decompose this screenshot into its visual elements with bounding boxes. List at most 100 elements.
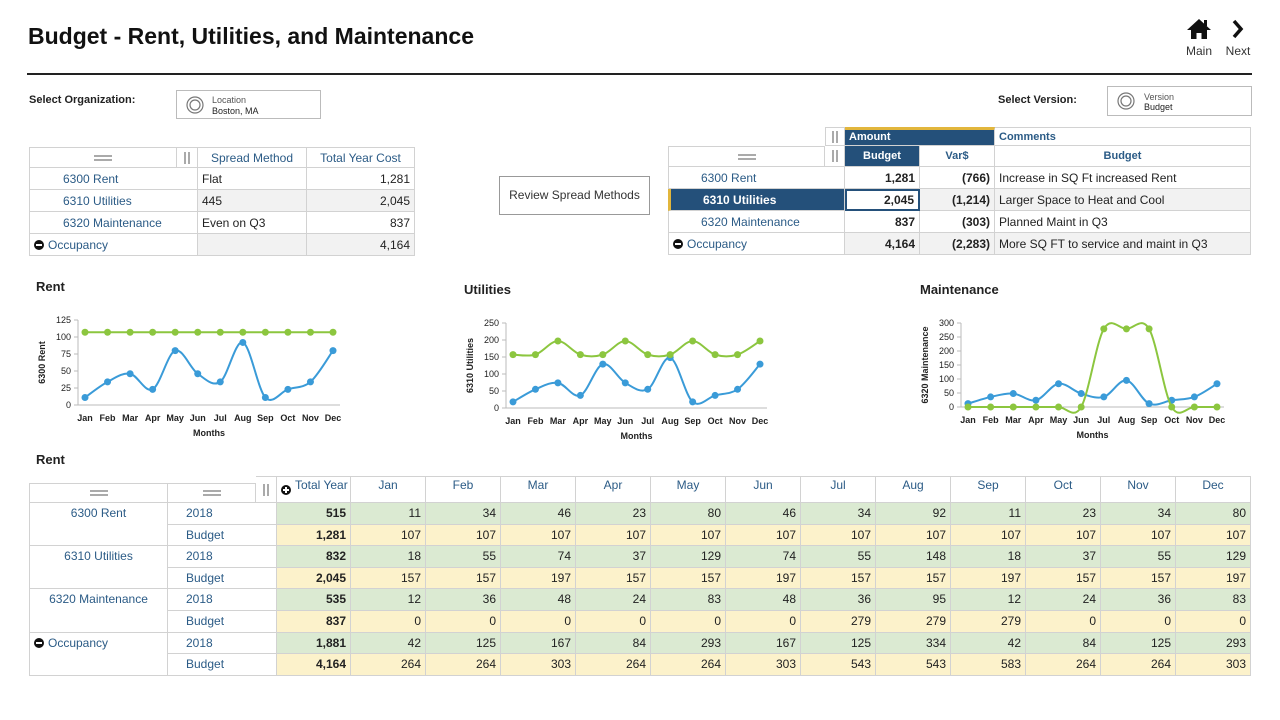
month-value[interactable]: 107 xyxy=(801,524,876,547)
budget-amount[interactable]: 1,281 xyxy=(845,167,920,189)
month-value[interactable]: 264 xyxy=(651,654,726,676)
month-value[interactable]: 48 xyxy=(501,589,576,611)
comment[interactable]: Increase in SQ Ft increased Rent xyxy=(995,167,1251,189)
month-value[interactable]: 36 xyxy=(801,589,876,611)
row-name[interactable]: 6300 Rent xyxy=(668,167,845,189)
month-value[interactable]: 303 xyxy=(1176,654,1251,676)
comment[interactable]: Larger Space to Heat and Cool xyxy=(995,189,1251,211)
version-picker[interactable]: Version Budget xyxy=(1107,86,1252,116)
collapse-icon[interactable] xyxy=(34,239,44,250)
month-value[interactable]: 24 xyxy=(576,589,651,611)
month-value[interactable]: 543 xyxy=(801,654,876,676)
month-value[interactable]: 0 xyxy=(426,611,501,633)
total-name[interactable]: Occupancy xyxy=(668,233,845,255)
month-value[interactable]: 42 xyxy=(351,632,426,655)
month-value[interactable]: 125 xyxy=(801,632,876,655)
budget-amount[interactable]: 837 xyxy=(845,211,920,233)
collapse-icon[interactable] xyxy=(673,238,683,249)
month-value[interactable]: 11 xyxy=(351,503,426,525)
month-value[interactable]: 107 xyxy=(651,524,726,547)
month-value[interactable]: 107 xyxy=(726,524,801,547)
expand-icon[interactable] xyxy=(281,484,291,495)
month-value[interactable]: 74 xyxy=(726,546,801,568)
month-value[interactable]: 107 xyxy=(1026,524,1101,547)
month-value[interactable]: 0 xyxy=(576,611,651,633)
month-value[interactable]: 303 xyxy=(726,654,801,676)
month-value[interactable]: 46 xyxy=(726,503,801,525)
budget-amount[interactable]: 2,045 xyxy=(845,189,920,211)
month-value[interactable]: 279 xyxy=(876,611,951,633)
month-value[interactable]: 107 xyxy=(876,524,951,547)
row-name[interactable]: 6310 Utilities xyxy=(29,190,198,212)
group-name[interactable]: 6320 Maintenance xyxy=(29,589,168,633)
pin-handle[interactable] xyxy=(184,151,190,164)
month-value[interactable]: 34 xyxy=(1101,503,1176,525)
month-value[interactable]: 125 xyxy=(426,632,501,655)
drag-handle[interactable] xyxy=(202,490,221,496)
month-value[interactable]: 34 xyxy=(426,503,501,525)
month-value[interactable]: 0 xyxy=(501,611,576,633)
month-value[interactable]: 107 xyxy=(1101,524,1176,547)
month-value[interactable]: 55 xyxy=(801,546,876,568)
month-value[interactable]: 24 xyxy=(1026,589,1101,611)
month-value[interactable]: 83 xyxy=(651,589,726,611)
month-value[interactable]: 92 xyxy=(876,503,951,525)
month-value[interactable]: 293 xyxy=(651,632,726,655)
month-value[interactable]: 18 xyxy=(351,546,426,568)
month-value[interactable]: 157 xyxy=(801,567,876,590)
month-value[interactable]: 167 xyxy=(726,632,801,655)
group-name[interactable]: 6300 Rent xyxy=(29,503,168,547)
comment[interactable]: Planned Maint in Q3 xyxy=(995,211,1251,233)
month-value[interactable]: 279 xyxy=(951,611,1026,633)
month-value[interactable]: 264 xyxy=(351,654,426,676)
month-value[interactable]: 264 xyxy=(1101,654,1176,676)
month-value[interactable]: 157 xyxy=(1026,567,1101,590)
month-value[interactable]: 0 xyxy=(651,611,726,633)
collapse-icon[interactable] xyxy=(34,638,44,649)
row-name[interactable]: 6310 Utilities xyxy=(668,189,845,211)
pin-handle[interactable] xyxy=(832,130,838,143)
month-value[interactable]: 157 xyxy=(1101,567,1176,590)
month-value[interactable]: 107 xyxy=(501,524,576,547)
review-button[interactable]: Review Spread Methods xyxy=(499,176,650,215)
month-value[interactable]: 129 xyxy=(651,546,726,568)
month-value[interactable]: 37 xyxy=(576,546,651,568)
month-value[interactable]: 80 xyxy=(651,503,726,525)
drag-handle[interactable] xyxy=(737,153,756,160)
month-value[interactable]: 95 xyxy=(876,589,951,611)
month-value[interactable]: 36 xyxy=(426,589,501,611)
month-value[interactable]: 48 xyxy=(726,589,801,611)
month-value[interactable]: 583 xyxy=(951,654,1026,676)
month-value[interactable]: 157 xyxy=(651,567,726,590)
main-button[interactable]: Main xyxy=(1182,18,1216,62)
month-value[interactable]: 148 xyxy=(876,546,951,568)
month-value[interactable]: 293 xyxy=(1176,632,1251,655)
month-value[interactable]: 264 xyxy=(1026,654,1101,676)
month-value[interactable]: 80 xyxy=(1176,503,1251,525)
month-value[interactable]: 279 xyxy=(801,611,876,633)
month-value[interactable]: 107 xyxy=(426,524,501,547)
month-value[interactable]: 197 xyxy=(1176,567,1251,590)
row-name[interactable]: 6300 Rent xyxy=(29,168,198,190)
month-value[interactable]: 157 xyxy=(351,567,426,590)
month-value[interactable]: 34 xyxy=(801,503,876,525)
month-value[interactable]: 18 xyxy=(951,546,1026,568)
month-value[interactable]: 55 xyxy=(1101,546,1176,568)
pin-handle[interactable] xyxy=(831,150,838,162)
drag-handle[interactable] xyxy=(89,490,108,496)
budget-amount[interactable]: 4,164 xyxy=(845,233,920,255)
month-value[interactable]: 129 xyxy=(1176,546,1251,568)
month-value[interactable]: 197 xyxy=(726,567,801,590)
month-value[interactable]: 0 xyxy=(1026,611,1101,633)
month-value[interactable]: 543 xyxy=(876,654,951,676)
month-value[interactable]: 12 xyxy=(351,589,426,611)
month-value[interactable]: 12 xyxy=(951,589,1026,611)
month-value[interactable]: 42 xyxy=(951,632,1026,655)
month-value[interactable]: 125 xyxy=(1101,632,1176,655)
month-value[interactable]: 197 xyxy=(951,567,1026,590)
month-value[interactable]: 303 xyxy=(501,654,576,676)
next-button[interactable]: Next xyxy=(1222,18,1254,62)
month-value[interactable]: 107 xyxy=(951,524,1026,547)
organization-picker[interactable]: Location Boston, MA xyxy=(176,90,321,119)
month-value[interactable]: 264 xyxy=(576,654,651,676)
